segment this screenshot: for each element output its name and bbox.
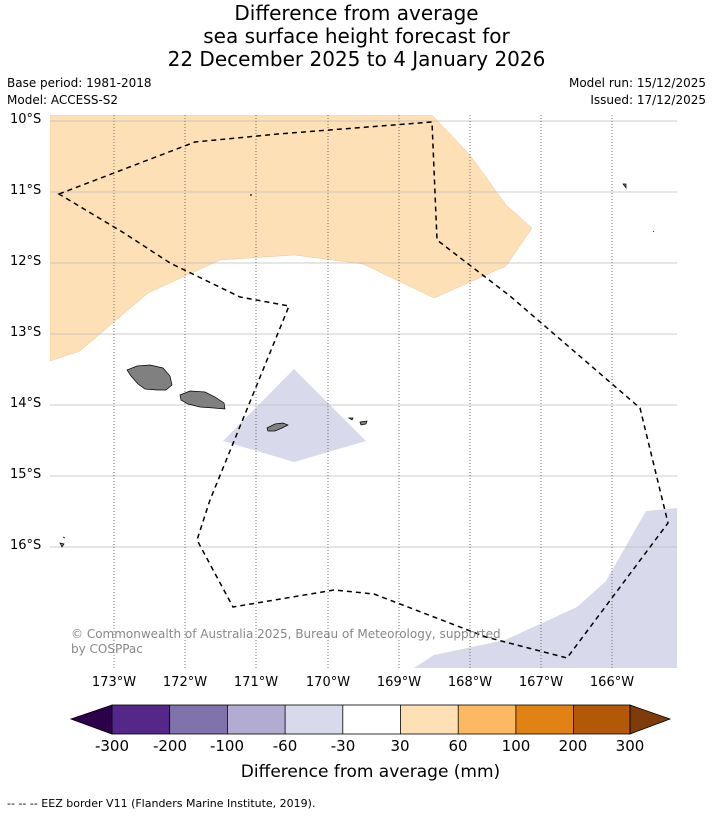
- lon-label-172w: 172°W: [162, 675, 208, 690]
- colorbar-label: -200: [152, 737, 188, 755]
- longitude-gridlines: [113, 115, 613, 668]
- colorbar-segment-2: [169, 705, 228, 734]
- issued-date: Issued: 17/12/2025: [590, 93, 706, 107]
- manua-islands: [347, 417, 368, 426]
- small-island-dot: [250, 194, 252, 196]
- title-line-3: 22 December 2025 to 4 January 2026: [167, 47, 546, 71]
- colorbar-extend-low: [69, 704, 113, 735]
- colorbar-label: 200: [558, 737, 588, 755]
- small-island-west: [59, 536, 66, 548]
- upolu-island: [179, 390, 226, 410]
- lat-label-15s: 15°S: [10, 467, 42, 482]
- small-island-east: [622, 183, 655, 233]
- lat-label-16s: 16°S: [10, 538, 42, 553]
- colorbar-label: 60: [448, 737, 468, 755]
- negative-anomaly-southeast: [414, 508, 677, 668]
- lon-label-173w: 173°W: [91, 675, 137, 690]
- lon-label-168w: 168°W: [447, 675, 493, 690]
- colorbar-segment-6: [400, 705, 459, 734]
- colorbar-segment-1: [112, 705, 170, 734]
- base-period: Base period: 1981-2018: [7, 76, 152, 90]
- lon-label-166w: 166°W: [589, 675, 635, 690]
- colorbar-title: Difference from average (mm): [240, 762, 501, 782]
- model-name: Model: ACCESS-S2: [7, 93, 119, 107]
- lat-label-10s: 10°S: [10, 112, 42, 127]
- tutuila-island: [266, 422, 289, 432]
- lon-label-167w: 167°W: [518, 675, 564, 690]
- lon-label-171w: 171°W: [233, 675, 279, 690]
- colorbar-label: 30: [390, 737, 410, 755]
- lat-label-11s: 11°S: [10, 183, 42, 198]
- copyright-notice: © Commonwealth of Australia 2025, Bureau…: [71, 627, 501, 656]
- lat-label-12s: 12°S: [10, 254, 42, 269]
- model-run: Model run: 15/12/2025: [568, 76, 706, 90]
- negative-anomaly-central: [223, 369, 366, 462]
- eez-border-west: [57, 121, 669, 659]
- title-line-1: Difference from average: [234, 1, 479, 25]
- colorbar-label: -100: [209, 737, 245, 755]
- savaii-island: [126, 364, 173, 391]
- lon-label-170w: 170°W: [305, 675, 351, 690]
- colorbar-extend-high: [629, 704, 672, 735]
- colorbar-label: -60: [272, 737, 298, 755]
- colorbar: [69, 704, 672, 735]
- colorbar-segment-5: [342, 705, 401, 734]
- colorbar-label: 300: [615, 737, 645, 755]
- colorbar-segment-3: [227, 705, 286, 734]
- title-line-2: sea surface height forecast for: [203, 24, 510, 48]
- colorbar-label: -300: [94, 737, 130, 755]
- colorbar-label: 100: [501, 737, 531, 755]
- colorbar-label: -30: [330, 737, 356, 755]
- colorbar-segment-7: [458, 705, 516, 734]
- lat-label-14s: 14°S: [10, 396, 42, 411]
- colorbar-segment-4: [285, 705, 343, 734]
- eez-footnote: -- -- -- EEZ border V11 (Flanders Marine…: [7, 797, 316, 810]
- positive-anomaly-region: [50, 115, 533, 362]
- lat-label-13s: 13°S: [10, 325, 42, 340]
- colorbar-segment-8: [515, 705, 574, 734]
- colorbar-segment-9: [573, 705, 630, 734]
- lon-label-169w: 169°W: [376, 675, 422, 690]
- latitude-gridlines: [50, 120, 677, 548]
